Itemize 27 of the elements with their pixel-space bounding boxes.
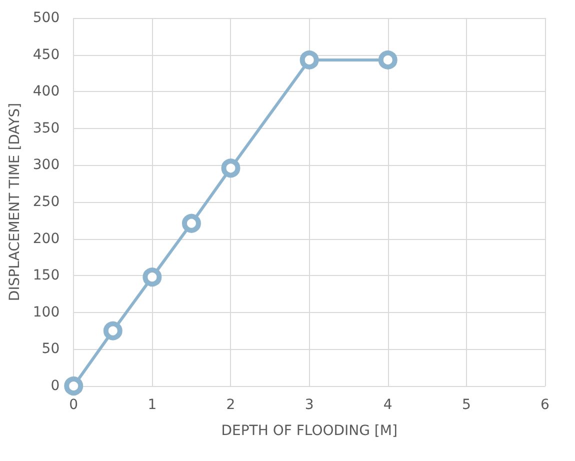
y-tick-label: 250: [32, 194, 60, 210]
x-tick-label: 2: [226, 397, 236, 413]
point: [182, 214, 201, 233]
x-tick-label: 4: [383, 397, 392, 413]
point: [103, 321, 122, 340]
y-axis-title: DISPLACEMENT TIME [DAYS]: [7, 102, 23, 302]
y-tick-label: 400: [32, 84, 60, 100]
x-tick-label: 5: [462, 397, 471, 413]
x-tick-label: 3: [304, 397, 314, 413]
x-tick-label: 0: [69, 397, 78, 413]
point: [221, 158, 240, 178]
y-tick-label: 200: [32, 230, 60, 247]
point: [142, 268, 162, 287]
point: [378, 50, 398, 70]
y-tick-label: 0: [50, 378, 60, 394]
point: [64, 376, 84, 396]
y-tick-label: 450: [32, 46, 60, 63]
y-tick-label: 350: [32, 120, 60, 136]
y-tick-label: 150: [32, 268, 60, 284]
y-tick-label: 50: [42, 341, 60, 358]
point: [300, 50, 319, 70]
x-axis-title: DEPTH OF FLOODING [M]: [221, 423, 398, 439]
y-tick-label: 300: [32, 157, 60, 174]
y-tick-label: 100: [32, 304, 60, 320]
y-tick-label: 500: [32, 10, 60, 26]
x-tick-label: 6: [540, 397, 550, 413]
x-tick-label: 1: [148, 397, 157, 413]
